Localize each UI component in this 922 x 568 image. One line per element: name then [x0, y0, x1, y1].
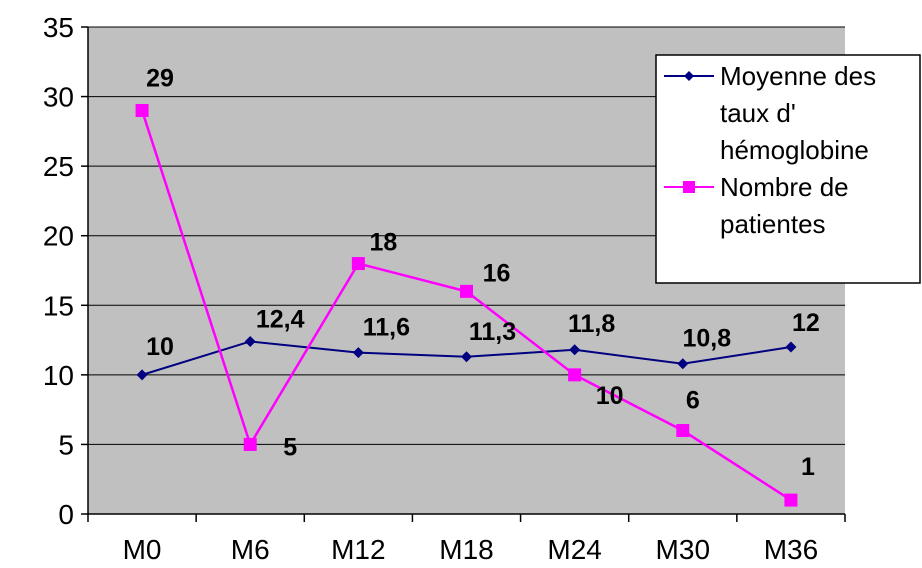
- point-1-M30: [676, 424, 690, 438]
- data-label-0-M18: 11,3: [469, 318, 516, 346]
- x-tick-label-M24: M24: [547, 534, 601, 565]
- y-axis: 0 5 10 15 20 25 30 35: [43, 12, 89, 530]
- x-tick-label-M30: M30: [656, 534, 710, 565]
- data-label-1-M30: 6: [686, 387, 700, 415]
- point-0-M36: [785, 341, 797, 353]
- point-1-M0: [135, 103, 149, 117]
- point-0-M0: [136, 369, 148, 381]
- legend-box: [655, 54, 921, 284]
- point-0-M12: [352, 347, 364, 359]
- data-label-0-M36: 12: [792, 309, 820, 337]
- legend-marker-1: [683, 181, 695, 193]
- data-label-0-M0: 10: [146, 333, 174, 361]
- x-axis: M0 M6 M12 M18 M24 M30 M36: [87, 513, 846, 565]
- legend-marker-0: [684, 71, 694, 81]
- legend-label-0: Moyenne des taux d' hémoglobine: [720, 61, 876, 165]
- legend-line: taux d': [720, 98, 796, 128]
- y-tick-label-30: 30: [43, 82, 74, 113]
- x-tick-label-M6: M6: [231, 534, 270, 565]
- series-layer: [135, 103, 798, 507]
- legend-line: Moyenne des: [720, 61, 876, 91]
- point-0-M18: [461, 351, 472, 363]
- data-label-0-M30: 10,8: [682, 325, 731, 353]
- y-tick-label-5: 5: [58, 429, 74, 460]
- x-tick-label-M36: M36: [764, 534, 818, 565]
- data-label-0-M6: 12,4: [256, 305, 305, 333]
- x-tick-label-M12: M12: [331, 534, 385, 565]
- y-tick-label-35: 35: [43, 12, 74, 43]
- point-0-M6: [244, 335, 256, 347]
- data-label-1-M6: 5: [283, 433, 297, 461]
- y-tick-label-15: 15: [43, 290, 74, 321]
- legend: Moyenne des taux d' hémoglobine Nombre de pa…: [655, 54, 921, 284]
- data-label-0-M12: 11,6: [363, 314, 410, 342]
- data-label-1-M0: 29: [146, 64, 174, 92]
- y-tick-label-0: 0: [58, 499, 74, 530]
- legend-label-1: Nombre de patientes: [720, 172, 849, 239]
- x-tick-label-M0: M0: [123, 534, 162, 565]
- point-1-M18: [460, 284, 473, 298]
- point-1-M24: [568, 368, 582, 382]
- data-label-1-M18: 16: [483, 259, 511, 287]
- point-1-M12: [351, 257, 365, 271]
- point-1-M6: [243, 437, 257, 451]
- y-tick-label-10: 10: [43, 360, 74, 391]
- legend-line: hémoglobine: [720, 135, 869, 165]
- y-tick-label-20: 20: [43, 221, 74, 252]
- data-label-1-M24: 10: [596, 382, 624, 410]
- legend-line: patientes: [720, 209, 826, 239]
- data-label-1-M36: 1: [801, 453, 815, 481]
- point-1-M36: [784, 493, 798, 507]
- y-tick-label-25: 25: [43, 151, 74, 182]
- legend-line: Nombre de: [720, 172, 849, 202]
- point-0-M24: [569, 344, 581, 356]
- x-tick-label-M18: M18: [439, 534, 493, 565]
- point-0-M30: [677, 358, 689, 370]
- data-labels: 10 12,4 11,6 11,3 11,8 10,8 12 29 5 18 16 10 6 1: [146, 64, 820, 481]
- data-label-0-M24: 11,8: [568, 310, 615, 338]
- data-label-1-M12: 18: [369, 229, 397, 257]
